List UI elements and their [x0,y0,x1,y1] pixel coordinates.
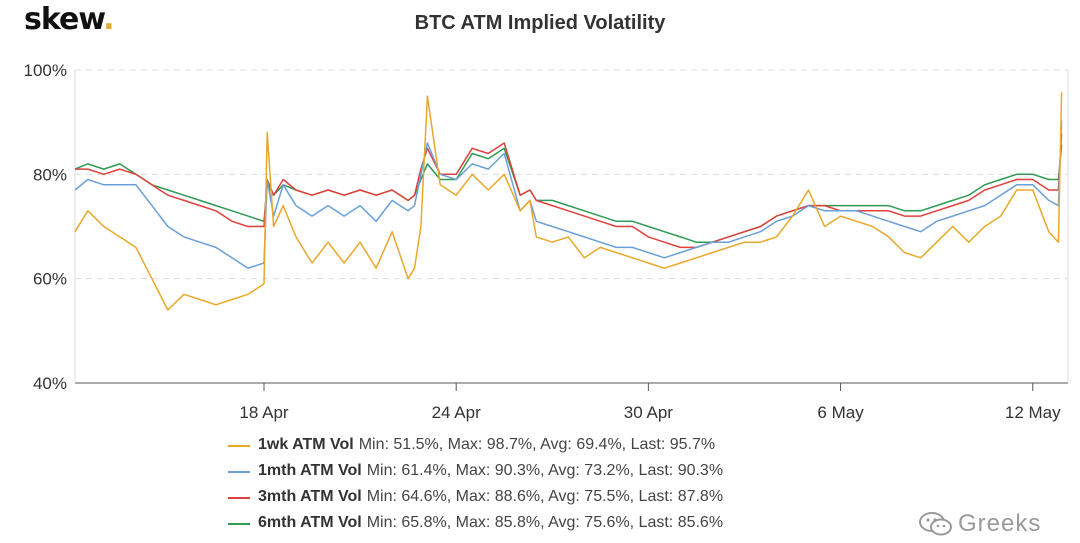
legend-item[interactable]: 6mth ATM Vol Min: 65.8%, Max: 85.8%, Avg:… [228,510,723,536]
skew-logo: skew. [24,2,115,37]
x-tick-label: 18 Apr [239,403,288,422]
x-tick-label: 12 May [1005,403,1061,422]
chart-title: BTC ATM Implied Volatility [415,12,667,34]
y-tick-label: 40% [33,374,67,393]
series-lines [74,92,1063,311]
legend-series-stats: Min: 64.6%, Max: 88.6%, Avg: 75.5%, Last… [366,488,724,505]
legend-series-stats: Min: 51.5%, Max: 98.7%, Avg: 69.4%, Last… [358,436,716,453]
legend-series-name: 1mth ATM Vol [258,462,362,479]
legend-swatch [228,497,250,499]
axes: 40% 60% 80% 100% 18 Apr 24 Apr 30 Apr 6 May 12 M… [24,61,1069,422]
logo-dot: . [103,2,114,37]
legend-series-stats: Min: 61.4%, Max: 90.3%, Avg: 73.2%, Last… [366,462,724,479]
volatility-chart: BTC ATM Implied Volatility 40% 60% 80% 100%… [24,12,1069,422]
wechat-icon [919,512,952,536]
legend-item[interactable]: 1wk ATM Vol Min: 51.5%, Max: 98.7%, Avg: … [228,432,723,458]
logo-text: skew [24,2,104,37]
grid-lines [75,69,1068,280]
series-line-1wk [74,92,1063,311]
series-line-3mth [75,133,1063,249]
x-tick-label: 30 Apr [624,403,673,422]
legend-item[interactable]: 3mth ATM Vol Min: 64.6%, Max: 88.6%, Avg:… [228,484,723,510]
watermark: Greeks [918,510,1041,538]
legend-series-name: 6mth ATM Vol [258,514,362,531]
series-line-1mth [74,120,1063,269]
x-tick-label: 6 May [817,403,864,422]
series-line-6mth [74,145,1063,243]
watermark-text: Greeks [958,510,1042,537]
legend-swatch [228,445,250,447]
y-tick-label: 80% [33,165,67,184]
legend-swatch [228,523,250,525]
x-tick-label: 24 Apr [432,403,481,422]
legend: 1wk ATM Vol Min: 51.5%, Max: 98.7%, Avg: … [228,432,723,536]
y-tick-label: 100% [24,61,67,80]
legend-series-name: 1wk ATM Vol [258,436,354,453]
legend-item[interactable]: 1mth ATM Vol Min: 61.4%, Max: 90.3%, Avg:… [228,458,723,484]
legend-swatch [228,471,250,473]
y-tick-label: 60% [33,270,67,289]
legend-series-stats: Min: 65.8%, Max: 85.8%, Avg: 75.6%, Last… [366,514,724,531]
legend-series-name: 3mth ATM Vol [258,488,362,505]
